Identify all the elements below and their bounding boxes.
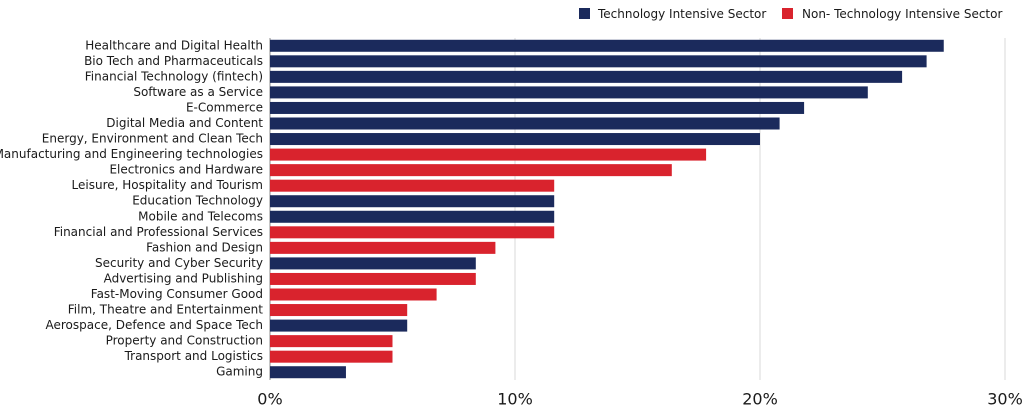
legend-swatch-non-technology	[782, 8, 793, 19]
category-label: Property and Construction	[106, 334, 263, 348]
category-label: Digital Media and Content	[106, 116, 263, 130]
category-label: Healthcare and Digital Health	[85, 38, 263, 52]
x-tick-label: 20%	[742, 390, 778, 409]
category-label: Film, Theatre and Entertainment	[68, 303, 264, 317]
bar	[270, 86, 868, 99]
bar	[270, 148, 707, 161]
category-label: Financial Technology (fintech)	[85, 69, 263, 83]
category-label: Fast-Moving Consumer Good	[91, 287, 263, 301]
category-label: Fashion and Design	[146, 240, 263, 254]
category-label: Gaming	[216, 365, 263, 379]
bar	[270, 335, 393, 348]
category-label: Energy, Environment and Clean Tech	[42, 132, 263, 146]
bar	[270, 55, 927, 68]
x-tick-label: 10%	[497, 390, 533, 409]
bar	[270, 272, 476, 285]
bars-group	[270, 39, 944, 379]
bar	[270, 39, 944, 52]
legend-label-non-technology: Non- Technology Intensive Sector	[802, 7, 1002, 21]
x-tick-label: 30%	[987, 390, 1023, 409]
bar	[270, 101, 805, 114]
category-label: Advertising and Publishing	[104, 271, 263, 285]
bar	[270, 70, 903, 83]
category-label: E-Commerce	[186, 100, 263, 114]
bar	[270, 241, 496, 254]
category-label: Financial and Professional Services	[54, 225, 263, 239]
bar	[270, 179, 555, 192]
bar	[270, 304, 408, 317]
category-label: Aerospace, Defence and Space Tech	[45, 318, 263, 332]
category-label: Software as a Service	[133, 85, 263, 99]
category-label: Transport and Logistics	[124, 349, 263, 363]
bar	[270, 195, 555, 208]
category-label: Leisure, Hospitality and Tourism	[72, 178, 263, 192]
category-label: Manufacturing and Engineering technologi…	[0, 147, 263, 161]
category-label: Mobile and Telecoms	[138, 209, 263, 223]
x-tick-label: 0%	[257, 390, 282, 409]
bar	[270, 319, 408, 332]
bar	[270, 210, 555, 223]
legend-swatch-technology	[579, 8, 590, 19]
bar	[270, 117, 780, 130]
legend-label-technology: Technology Intensive Sector	[597, 7, 766, 21]
category-label: Security and Cyber Security	[95, 256, 263, 270]
legend: Technology Intensive Sector Non- Technol…	[579, 7, 1002, 21]
x-tick-labels: 0% 10% 20% 30%	[257, 390, 1022, 409]
category-label: Electronics and Hardware	[109, 163, 263, 177]
bar	[270, 133, 760, 146]
bar	[270, 226, 555, 239]
category-label: Education Technology	[132, 194, 263, 208]
bar	[270, 257, 476, 270]
bar	[270, 164, 672, 177]
category-labels: Healthcare and Digital Health Bio Tech an…	[0, 38, 263, 378]
bar	[270, 366, 346, 379]
bar	[270, 288, 437, 301]
category-label: Bio Tech and Pharmaceuticals	[84, 54, 263, 68]
bar	[270, 350, 393, 363]
